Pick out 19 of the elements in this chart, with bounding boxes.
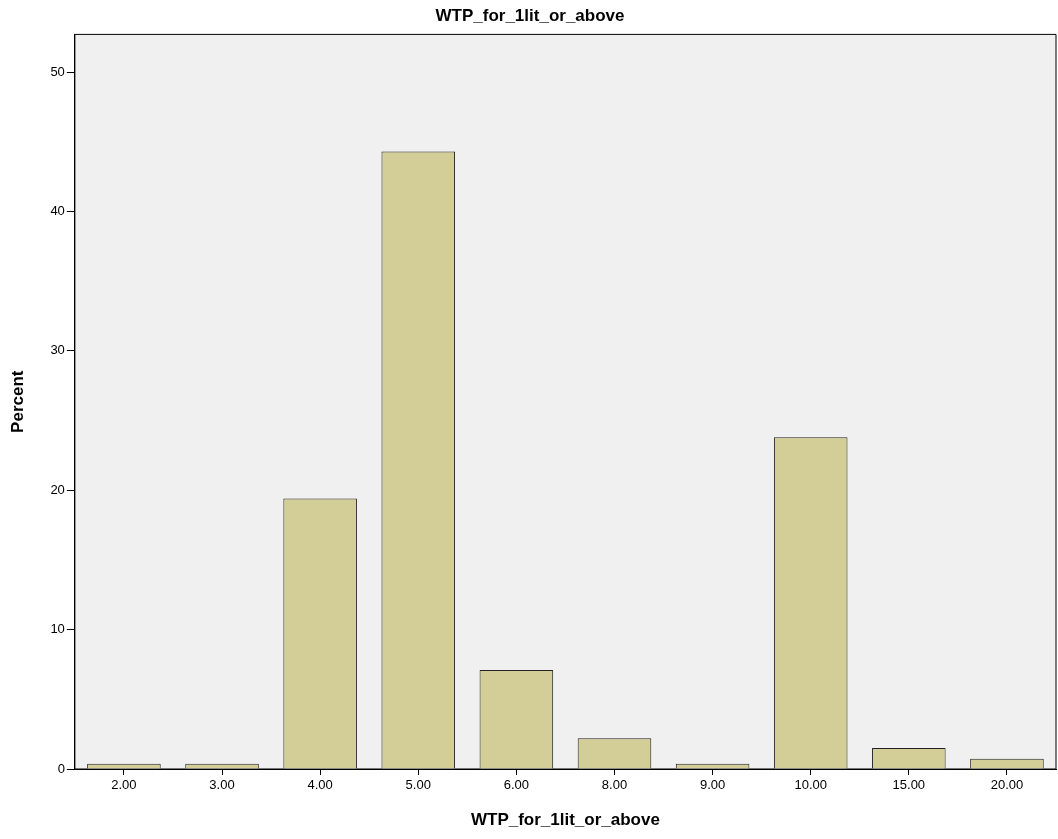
x-tick-label: 3.00	[209, 777, 235, 793]
y-axis-title: Percent	[7, 370, 27, 433]
x-tick-label: 5.00	[405, 777, 431, 793]
x-tick-label: 2.00	[111, 777, 137, 793]
x-tick-label: 4.00	[307, 777, 333, 793]
x-tick-label: 10.00	[794, 777, 827, 793]
chart-title: WTP_for_1lit_or_above	[435, 5, 625, 25]
y-tick-label: 40	[50, 203, 65, 219]
y-tick-label: 20	[50, 481, 65, 497]
x-tick-label: 20.00	[990, 777, 1024, 793]
x-axis-title: WTP_for_1lit_or_above	[470, 810, 660, 830]
y-tick-label: 10	[50, 621, 65, 637]
x-tick-label: 15.00	[892, 777, 926, 793]
x-tick-label: 9.00	[699, 777, 726, 793]
y-tick-label: 30	[50, 342, 65, 358]
x-tick-label: 6.00	[503, 777, 530, 793]
x-tick-label: 8.00	[601, 777, 628, 793]
y-tick-label: 0	[57, 760, 65, 776]
y-tick-label: 50	[50, 63, 65, 79]
